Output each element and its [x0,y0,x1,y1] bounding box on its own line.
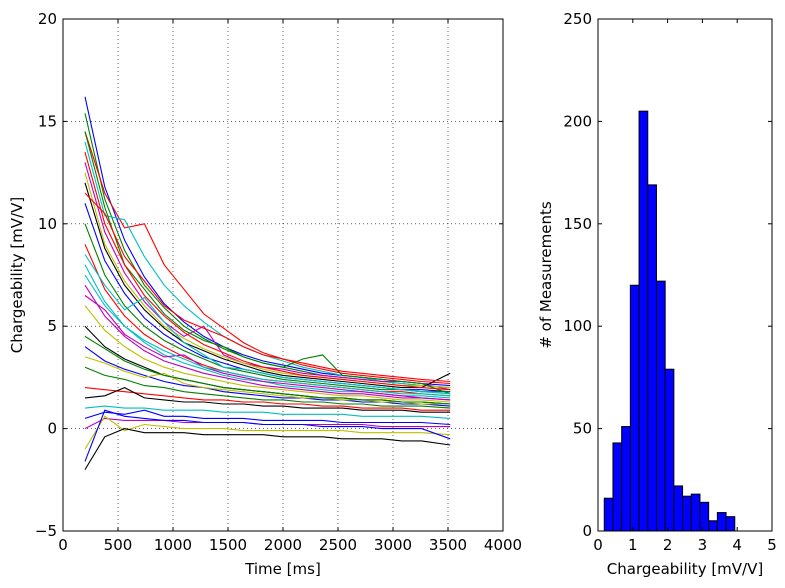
x-tick-label: 0 [58,536,68,554]
x-tick-label: 1500 [209,536,247,554]
right-y-axis-label: # of Measurements [537,201,555,349]
y-tick-label: 15 [38,112,57,130]
histogram-bar [647,184,657,531]
decay-curve-line [84,366,451,409]
right-x-axis-label: Chargeability [mV/V] [607,560,763,578]
x-tick-label: 4 [732,536,742,554]
histogram-bar [621,426,631,531]
decay-curve-line [84,264,451,399]
y-tick-label: 5 [47,317,57,335]
x-tick-label: 4000 [484,536,522,554]
y-tick-label: 10 [38,215,57,233]
y-tick-label: 50 [573,420,592,438]
decay-curve-line [84,409,451,462]
decay-curve-line [84,274,451,397]
x-tick-label: 3 [698,536,708,554]
histogram-bar [603,497,614,531]
x-tick-label: 2 [663,536,673,554]
y-tick-label: 200 [563,112,592,130]
decay-curve-line [84,131,451,395]
decay-curve-line [84,254,451,395]
right-axes-frame [597,18,773,532]
x-tick-label: 1000 [154,536,192,554]
histogram-bars [603,110,736,531]
decay-curve-line [84,151,451,391]
chargeability-decay-plot: 0 500 1000 1500 2000 2500 3000 3500 4000−5051015… [8,10,522,578]
decay-curve-line [84,415,451,450]
x-tick-label: 1 [628,536,638,554]
histogram-bar [708,520,718,531]
decay-curve-line [84,305,451,403]
decay-curve-line [84,113,451,389]
histogram-bar [629,284,640,531]
x-tick-label: 0 [593,536,603,554]
left-grid [63,19,503,531]
decay-curve-line [84,335,451,405]
histogram-bar [699,501,710,531]
left-x-axis-label: Time [ms] [244,560,321,578]
histogram-bar [638,110,649,531]
x-tick-label: 3000 [374,536,412,554]
histogram-bar [682,495,692,531]
left-y-axis-label: Chargeability [mV/V] [8,197,26,353]
y-tick-label: 20 [38,10,57,28]
decay-curve-line [84,409,451,426]
decay-curve-line [84,284,451,401]
y-tick-label: 100 [563,317,592,335]
decay-curve-line [84,387,451,411]
histogram-bar [655,280,666,531]
y-tick-label: −5 [35,522,57,540]
decay-curve-line [84,428,451,470]
decay-curve-line [84,356,451,405]
histogram-bar [716,512,727,531]
y-tick-label: 0 [582,522,592,540]
decay-curve-line [84,96,451,387]
histogram-bar [690,493,701,531]
decay-curves [84,96,451,470]
y-tick-label: 0 [47,420,57,438]
y-tick-label: 150 [563,215,592,233]
decay-curve-line [84,405,451,419]
decay-curve-line [84,223,451,393]
x-tick-label: 2000 [264,536,302,554]
histogram-bar [673,485,684,531]
decay-curve-line [84,192,451,383]
decay-curve-line [84,295,451,401]
x-tick-label: 3500 [429,536,467,554]
decay-curve-line [84,203,451,393]
left-ticks: 0 500 1000 1500 2000 2500 3000 3500 4000−5051015… [35,10,522,554]
decay-curve-line [84,141,451,389]
decay-curve-line [84,244,451,397]
histogram-bar [725,516,736,531]
x-tick-label: 2500 [319,536,357,554]
decay-curve-line [84,386,451,413]
histogram-bar [664,368,675,531]
x-tick-label: 500 [104,536,133,554]
x-tick-label: 5 [767,536,777,554]
decay-curve-line [84,182,451,389]
histogram-bar [612,442,623,531]
decay-curve-line [84,131,451,385]
y-tick-label: 250 [563,10,592,28]
